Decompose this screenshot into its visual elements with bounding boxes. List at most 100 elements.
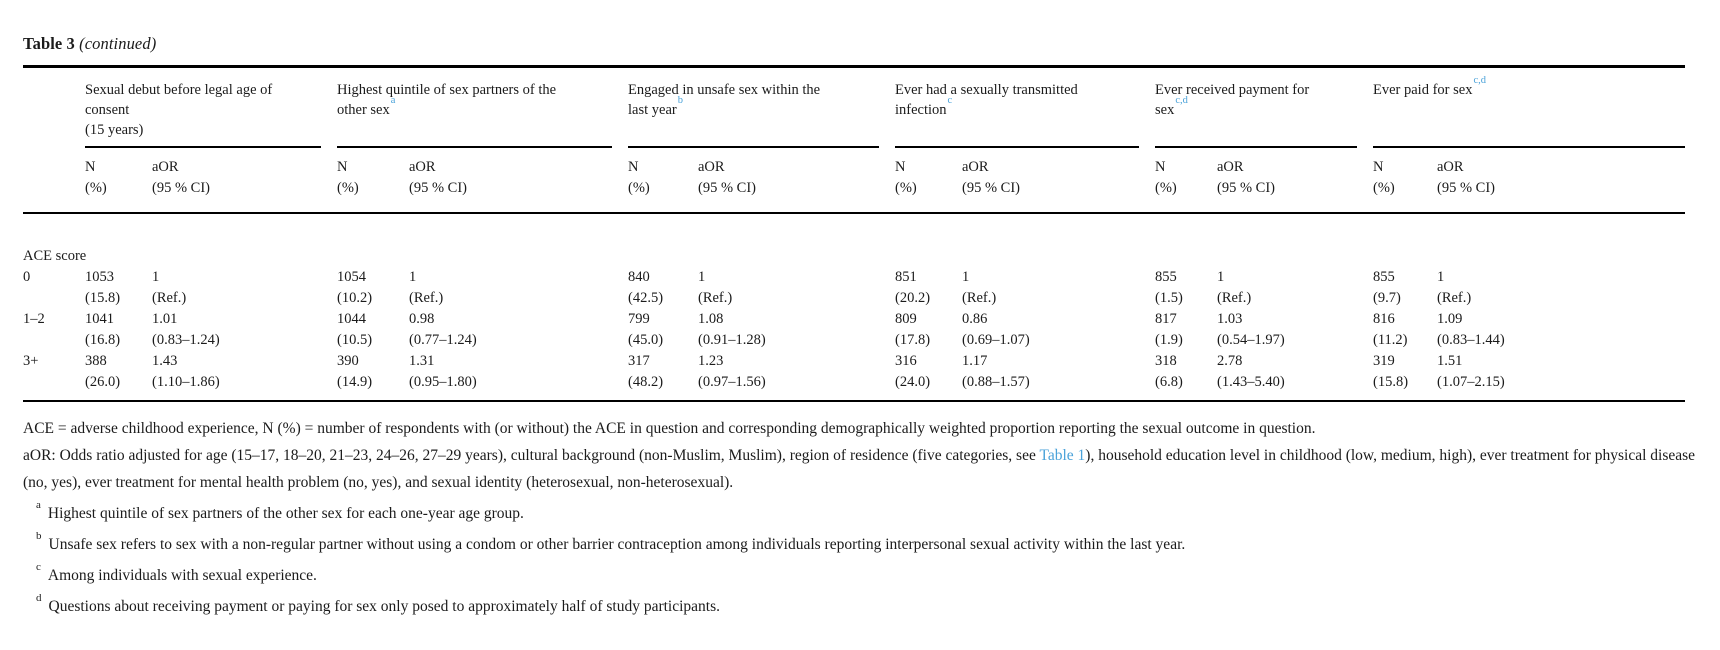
value-n: 318 xyxy=(1155,353,1177,369)
subheader-line: aOR xyxy=(409,158,436,175)
row-label: 1–2 xyxy=(23,309,85,351)
subheader-line: (%) xyxy=(1373,179,1395,196)
group-header-cell: Engaged in unsafe sex within the last yea… xyxy=(628,68,895,148)
value-pct: (1.5) xyxy=(1155,290,1183,306)
group-header-line: last yearb xyxy=(628,94,683,118)
value-aor: 1.03 xyxy=(1217,311,1243,327)
value-aor: 1.43 xyxy=(152,353,178,369)
subheader-line: (95 % CI) xyxy=(409,179,467,196)
value-n: 1044 xyxy=(337,311,366,327)
value-aor: 1 xyxy=(1217,269,1225,285)
cell-n-pct: 1053 (15.8) xyxy=(85,267,152,309)
table-row: 0 1053 (15.8) 1 (Ref.) 1054 (10.2) 1 (Ref.) 840 (4… xyxy=(23,267,1685,309)
cell-aor-ci: 1.08 (0.91–1.28) xyxy=(698,309,895,351)
subheader-line: aOR xyxy=(1437,158,1464,175)
value-aor: 1.17 xyxy=(962,353,988,369)
subheader-n: N (%) xyxy=(337,157,409,199)
subheader-line: (95 % CI) xyxy=(962,179,1020,196)
value-aor: 1.01 xyxy=(152,311,178,327)
value-pct: (11.2) xyxy=(1373,332,1408,348)
group-header-line: Highest quintile of sex partners of the xyxy=(337,81,557,98)
group-header-cell: Ever paid for sexc,d xyxy=(1373,68,1685,148)
cell-n-pct: 317 (48.2) xyxy=(628,351,698,393)
cell-aor-ci: 1.43 (1.10–1.86) xyxy=(152,351,337,393)
cell-aor-ci: 1 (Ref.) xyxy=(1437,267,1685,309)
cell-n-pct: 1041 (16.8) xyxy=(85,309,152,351)
subheader-aor: aOR (95 % CI) xyxy=(698,157,895,199)
group-header-line: (15 years) xyxy=(85,121,144,138)
cell-n-pct: 388 (26.0) xyxy=(85,351,152,393)
group-header-line: consent xyxy=(85,101,130,118)
footnote-aor-text-after: ), household education level in childhoo… xyxy=(23,447,1696,491)
subheader-line: N xyxy=(1155,158,1166,175)
cell-aor-ci: 1.23 (0.97–1.56) xyxy=(698,351,895,393)
cell-n-pct: 817 (1.9) xyxy=(1155,309,1217,351)
value-n: 809 xyxy=(895,311,917,327)
subheader-line: N xyxy=(895,158,906,175)
footnotes: ACE = adverse childhood experience, N (%… xyxy=(23,415,1699,621)
value-ci: (0.88–1.57) xyxy=(962,374,1030,390)
subheader-row: N (%) aOR (95 % CI) N (%) aOR (95 % CI) N (%) aOR (… xyxy=(23,148,1685,212)
value-pct: (10.2) xyxy=(337,290,373,306)
value-ci: (0.97–1.56) xyxy=(698,374,766,390)
table-row: 3+ 388 (26.0) 1.43 (1.10–1.86) 390 (14.9) 1.31 (… xyxy=(23,351,1685,393)
group-header-line: Ever had a sexually transmitted xyxy=(895,81,1078,98)
row-label-spacer xyxy=(23,157,85,199)
footnote-ace: ACE = adverse childhood experience, N (%… xyxy=(23,420,1316,437)
cell-n-pct: 840 (42.5) xyxy=(628,267,698,309)
footnote-c-sup: c xyxy=(36,561,41,574)
group-header-text: Engaged in unsafe sex within the last yea… xyxy=(628,68,879,148)
value-pct: (9.7) xyxy=(1373,290,1401,306)
footnote-c: c Among individuals with sexual experienc… xyxy=(23,558,1699,589)
results-table: Sexual debut before legal age of consent (… xyxy=(23,65,1685,402)
cell-n-pct: 319 (15.8) xyxy=(1373,351,1437,393)
cell-aor-ci: 1 (Ref.) xyxy=(1217,267,1373,309)
group-header-text: Ever paid for sexc,d xyxy=(1373,68,1685,148)
cell-n-pct: 855 (9.7) xyxy=(1373,267,1437,309)
cell-aor-ci: 1.17 (0.88–1.57) xyxy=(962,351,1155,393)
group-header-cell: Ever received payment for sexc,d xyxy=(1155,68,1373,148)
value-aor: 1.23 xyxy=(698,353,724,369)
subheader-line: aOR xyxy=(1217,158,1244,175)
subheader-line: (%) xyxy=(85,179,107,196)
value-ci: (0.95–1.80) xyxy=(409,374,477,390)
cell-aor-ci: 0.98 (0.77–1.24) xyxy=(409,309,628,351)
value-ci: (0.69–1.07) xyxy=(962,332,1030,348)
value-n: 317 xyxy=(628,353,650,369)
row-label-spacer xyxy=(23,68,85,148)
value-ci: (Ref.) xyxy=(1217,290,1252,306)
subheader-aor: aOR (95 % CI) xyxy=(1217,157,1373,199)
table-title-label: Table 3 xyxy=(23,34,75,53)
value-ci: (0.91–1.28) xyxy=(698,332,766,348)
value-aor: 0.98 xyxy=(409,311,435,327)
cell-n-pct: 316 (24.0) xyxy=(895,351,962,393)
cell-aor-ci: 1.01 (0.83–1.24) xyxy=(152,309,337,351)
cell-n-pct: 816 (11.2) xyxy=(1373,309,1437,351)
value-pct: (10.5) xyxy=(337,332,373,348)
group-header-row: Sexual debut before legal age of consent (… xyxy=(23,68,1685,148)
value-n: 319 xyxy=(1373,353,1395,369)
cell-aor-ci: 1 (Ref.) xyxy=(152,267,337,309)
subheader-line: N xyxy=(85,158,96,175)
cell-aor-ci: 1.09 (0.83–1.44) xyxy=(1437,309,1685,351)
cell-aor-ci: 1 (Ref.) xyxy=(409,267,628,309)
table-1-link[interactable]: Table 1 xyxy=(1039,447,1086,464)
value-ci: (0.54–1.97) xyxy=(1217,332,1285,348)
value-pct: (42.5) xyxy=(628,290,664,306)
value-pct: (14.9) xyxy=(337,374,373,390)
row-label-text: 1–2 xyxy=(23,311,45,327)
subheader-aor: aOR (95 % CI) xyxy=(409,157,628,199)
group-header-superscript: c,d xyxy=(1175,94,1188,106)
value-n: 816 xyxy=(1373,311,1395,327)
row-label-text: 0 xyxy=(23,269,31,285)
footnote-a: a Highest quintile of sex partners of the… xyxy=(23,496,1699,527)
group-header-line: Ever paid for sexc,d xyxy=(1373,74,1486,98)
group-header-cell: Sexual debut before legal age of consent (… xyxy=(85,68,337,148)
cell-aor-ci: 1.03 (0.54–1.97) xyxy=(1217,309,1373,351)
value-aor: 1 xyxy=(1437,269,1445,285)
value-n: 316 xyxy=(895,353,917,369)
group-header-text: Highest quintile of sex partners of the o… xyxy=(337,68,612,148)
footnote-aor-text-before: aOR: Odds ratio adjusted for age (15–17,… xyxy=(23,447,1040,464)
subheader-n: N (%) xyxy=(85,157,152,199)
group-header-line: Sexual debut before legal age of xyxy=(85,81,273,98)
